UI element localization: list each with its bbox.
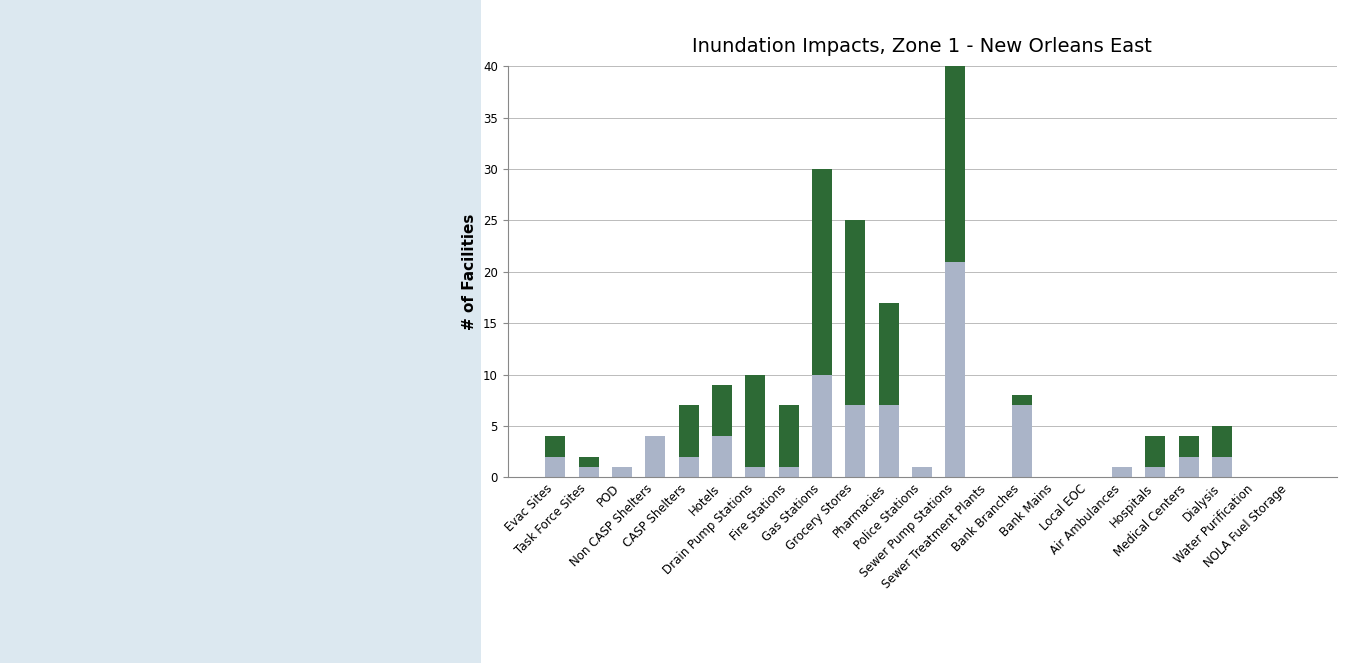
Bar	[779, 405, 799, 467]
Bar	[945, 261, 965, 477]
Bar	[1179, 457, 1199, 477]
Bar	[1012, 395, 1033, 405]
Title: Inundation Impacts, Zone 1 - New Orleans East: Inundation Impacts, Zone 1 - New Orleans…	[693, 37, 1152, 56]
Bar	[845, 220, 865, 405]
Bar	[779, 467, 799, 477]
Bar	[1179, 436, 1199, 457]
Bar	[679, 457, 699, 477]
Bar	[945, 0, 965, 261]
Bar	[579, 467, 598, 477]
Bar	[1212, 426, 1233, 457]
Bar	[612, 467, 632, 477]
Bar	[811, 169, 832, 375]
Bar	[845, 405, 865, 477]
Bar	[645, 436, 666, 477]
Bar	[879, 302, 899, 405]
Bar	[811, 375, 832, 477]
Bar	[745, 375, 765, 467]
Bar	[711, 436, 732, 477]
Bar	[1212, 457, 1233, 477]
Bar	[1145, 467, 1165, 477]
Bar	[745, 467, 765, 477]
Bar	[1012, 405, 1033, 477]
Bar	[879, 405, 899, 477]
Bar	[679, 405, 699, 457]
Bar	[1145, 436, 1165, 467]
Bar	[1112, 467, 1133, 477]
Bar	[545, 436, 566, 457]
Y-axis label: # of Facilities: # of Facilities	[463, 213, 478, 330]
Bar	[579, 457, 598, 467]
Bar	[711, 385, 732, 436]
Bar	[545, 457, 566, 477]
Bar	[913, 467, 931, 477]
